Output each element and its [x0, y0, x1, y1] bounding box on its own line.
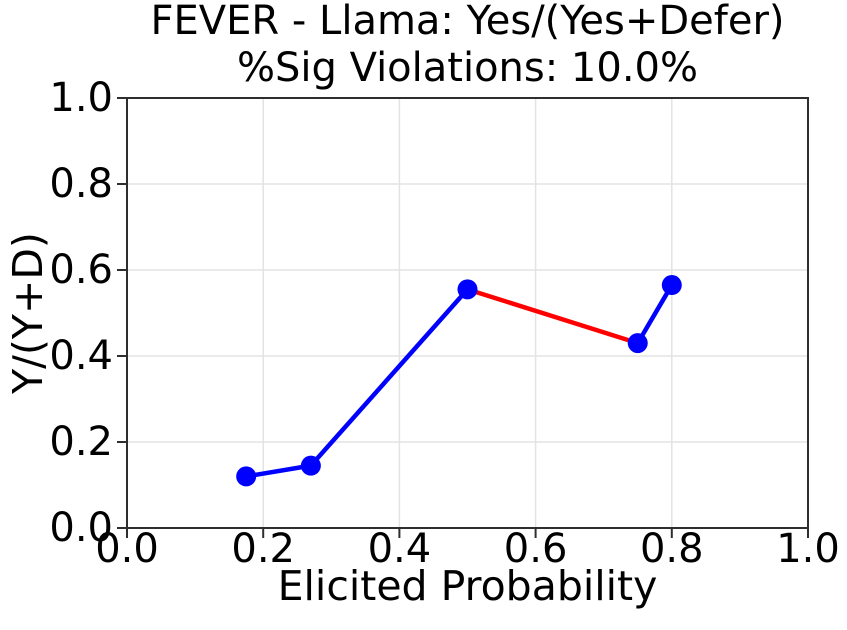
line-segment — [243, 463, 314, 479]
line-segment — [635, 282, 675, 346]
x-tick-label: 0.2 — [231, 526, 295, 572]
y-tick-label: 1.0 — [49, 74, 113, 121]
y-tick-label: 0.2 — [49, 418, 113, 465]
data-point-marker — [627, 333, 648, 354]
y-tick-label: 0.0 — [49, 504, 113, 551]
chart-title-line2: %Sig Violations: 10.0% — [236, 45, 699, 91]
chart-title: FEVER - Llama: Yes/(Yes+Defer) %Sig Viol… — [127, 0, 808, 92]
y-axis-label: Y/(Y+D) — [4, 232, 52, 394]
data-point-marker — [457, 279, 478, 300]
data-point-marker — [661, 275, 682, 296]
plot-frame — [126, 97, 809, 529]
data-point-marker — [300, 455, 321, 476]
plot-background — [127, 98, 808, 528]
chart-title-line1: FEVER - Llama: Yes/(Yes+Defer) — [150, 0, 785, 44]
line-segment — [308, 287, 470, 468]
y-tick-label: 0.4 — [49, 332, 113, 379]
data-point-marker — [236, 466, 257, 487]
y-tick-label: 0.6 — [49, 246, 113, 293]
x-tick-label: 0.0 — [95, 526, 159, 572]
x-axis-label: Elicited Probability — [277, 562, 658, 610]
y-tick-label: 0.8 — [49, 160, 113, 207]
x-tick-label: 0.4 — [367, 526, 432, 572]
x-tick-label: 0.6 — [503, 526, 568, 572]
line-segment — [465, 287, 640, 346]
x-tick-label: 0.8 — [639, 526, 704, 572]
x-tick-label: 1.0 — [776, 526, 840, 572]
